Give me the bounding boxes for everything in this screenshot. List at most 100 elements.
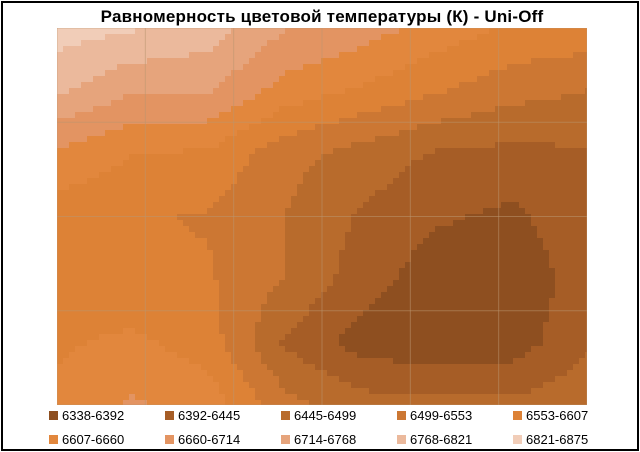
contour-cell <box>135 124 142 131</box>
contour-cell <box>63 232 70 239</box>
contour-cell <box>513 358 520 365</box>
contour-cell <box>183 196 190 203</box>
contour-cell <box>531 124 538 131</box>
contour-cell <box>459 352 466 359</box>
contour-cell <box>489 64 496 71</box>
contour-cell <box>459 154 466 161</box>
contour-cell <box>201 202 208 209</box>
contour-cell <box>141 214 148 221</box>
contour-cell <box>513 166 520 173</box>
contour-cell <box>291 64 298 71</box>
contour-cell <box>351 178 358 185</box>
contour-cell <box>291 46 298 53</box>
contour-cell <box>165 250 172 257</box>
contour-cell <box>459 208 466 215</box>
contour-cell <box>513 118 520 125</box>
contour-cell <box>123 64 130 71</box>
contour-cell <box>507 358 514 365</box>
contour-cell <box>165 352 172 359</box>
contour-cell <box>585 58 587 65</box>
contour-cell <box>267 202 274 209</box>
contour-cell <box>483 280 490 287</box>
contour-cell <box>381 322 388 329</box>
contour-cell <box>147 100 154 107</box>
contour-cell <box>477 166 484 173</box>
contour-cell <box>525 262 532 269</box>
contour-cell <box>393 94 400 101</box>
contour-cell <box>339 40 346 47</box>
contour-cell <box>483 298 490 305</box>
contour-cell <box>177 352 184 359</box>
contour-cell <box>249 304 256 311</box>
contour-cell <box>411 256 418 263</box>
contour-cell <box>135 214 142 221</box>
contour-cell <box>393 178 400 185</box>
contour-cell <box>561 346 568 353</box>
contour-cell <box>387 352 394 359</box>
contour-cell <box>105 268 112 275</box>
contour-cell <box>63 244 70 251</box>
contour-cell <box>561 112 568 119</box>
contour-cell <box>93 274 100 281</box>
contour-cell <box>153 82 160 89</box>
contour-cell <box>291 136 298 143</box>
contour-cell <box>153 256 160 263</box>
contour-cell <box>279 172 286 179</box>
contour-cell <box>75 304 82 311</box>
contour-cell <box>351 358 358 365</box>
contour-cell <box>585 172 587 179</box>
contour-cell <box>405 148 412 155</box>
contour-cell <box>465 148 472 155</box>
contour-cell <box>471 40 478 47</box>
contour-cell <box>255 304 262 311</box>
contour-cell <box>93 262 100 269</box>
contour-cell <box>393 76 400 83</box>
contour-cell <box>273 310 280 317</box>
contour-cell <box>285 316 292 323</box>
contour-cell <box>255 142 262 149</box>
contour-cell <box>483 160 490 167</box>
contour-cell <box>387 82 394 89</box>
contour-cell <box>81 178 88 185</box>
contour-cell <box>213 196 220 203</box>
contour-cell <box>489 148 496 155</box>
contour-cell <box>423 232 430 239</box>
contour-cell <box>345 274 352 281</box>
contour-cell <box>297 340 304 347</box>
contour-cell <box>315 58 322 65</box>
contour-cell <box>519 280 526 287</box>
contour-cell <box>147 178 154 185</box>
contour-cell <box>261 40 268 47</box>
contour-cell <box>285 64 292 71</box>
contour-cell <box>579 268 586 275</box>
contour-cell <box>567 202 574 209</box>
contour-cell <box>417 256 424 263</box>
contour-cell <box>63 352 70 359</box>
contour-cell <box>405 334 412 341</box>
contour-cell <box>477 328 484 335</box>
contour-cell <box>477 124 484 131</box>
contour-cell <box>75 328 82 335</box>
contour-cell <box>219 154 226 161</box>
contour-cell <box>195 334 202 341</box>
contour-cell <box>465 76 472 83</box>
contour-cell <box>237 76 244 83</box>
contour-cell <box>99 310 106 317</box>
contour-cell <box>579 28 586 35</box>
contour-cell <box>561 124 568 131</box>
contour-cell <box>285 154 292 161</box>
contour-cell <box>423 196 430 203</box>
contour-cell <box>345 70 352 77</box>
contour-cell <box>435 154 442 161</box>
contour-cell <box>519 136 526 143</box>
contour-cell <box>135 142 142 149</box>
contour-cell <box>381 256 388 263</box>
contour-cell <box>543 124 550 131</box>
contour-cell <box>489 130 496 137</box>
contour-cell <box>411 304 418 311</box>
contour-cell <box>555 136 562 143</box>
contour-cell <box>273 214 280 221</box>
contour-cell <box>171 256 178 263</box>
contour-cell <box>195 136 202 143</box>
contour-cell <box>549 334 556 341</box>
